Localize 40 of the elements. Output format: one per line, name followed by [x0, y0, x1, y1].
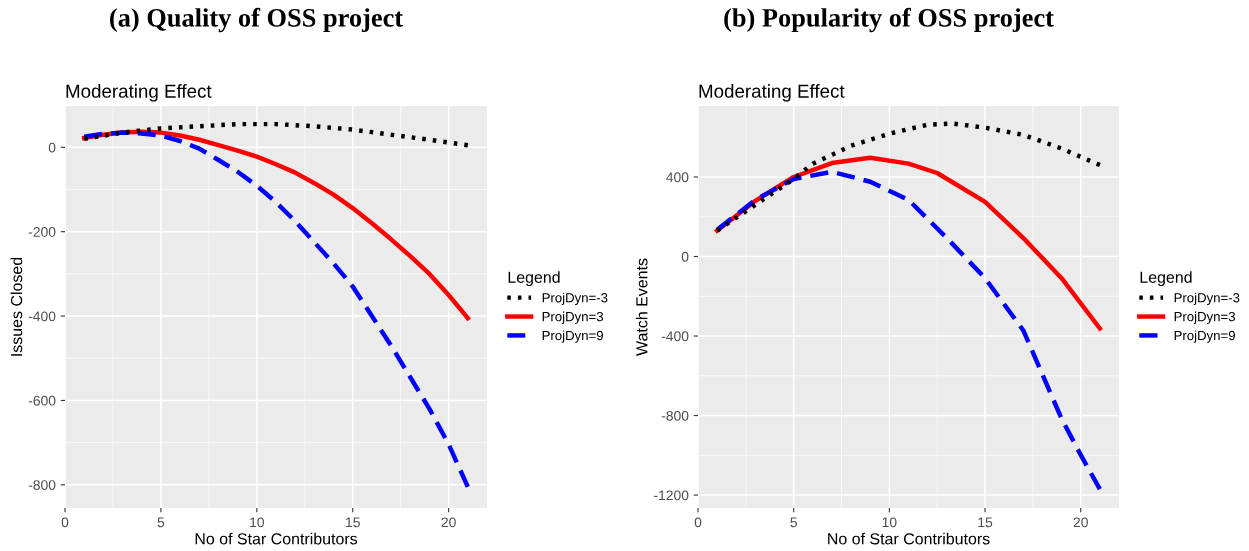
- y-tick-label: -800: [28, 480, 56, 490]
- chart-title: (a) Quality of OSS project: [110, 7, 403, 33]
- legend-label: ProjDyn=3: [542, 311, 604, 324]
- legend-title: Legend: [1140, 271, 1192, 287]
- y-axis-title: Watch Events: [635, 258, 648, 356]
- legend-label: ProjDyn=9: [542, 330, 603, 343]
- line-series: [714, 169, 1103, 492]
- x-tick-label: 5: [790, 517, 797, 528]
- x-tick-label: 20: [1073, 517, 1088, 528]
- y-tick-label: -400: [661, 331, 689, 342]
- y-tick-label: -200: [28, 227, 56, 237]
- x-axis-title: No of Star Contributors: [828, 532, 990, 545]
- chart-subtitle: Moderating Effect: [66, 84, 212, 102]
- x-tick-label: 0: [694, 517, 702, 528]
- y-tick-label: -800: [661, 410, 689, 421]
- line-series: [81, 121, 471, 148]
- y-tick-label: 0: [681, 251, 689, 262]
- x-tick-label: 10: [250, 517, 264, 528]
- x-tick-label: 10: [882, 517, 897, 528]
- y-axis-title: Issues Closed: [10, 257, 23, 356]
- x-tick-label: 20: [441, 517, 456, 528]
- legend-label: ProjDyn=-3: [542, 292, 608, 305]
- legend-title: Legend: [508, 271, 560, 287]
- y-tick-label: -600: [28, 395, 56, 406]
- y-tick-label: -400: [28, 311, 56, 322]
- y-tick-label: 0: [48, 142, 56, 153]
- line-series: [81, 130, 471, 490]
- y-tick-label: 400: [666, 172, 689, 183]
- y-tick-label: -1200: [654, 490, 689, 501]
- chart-subtitle: Moderating Effect: [699, 84, 845, 102]
- chart-title: (b) Popularity of OSS project: [724, 7, 1054, 33]
- x-tick-label: 15: [346, 517, 360, 528]
- legend-label: ProjDyn=3: [1174, 311, 1235, 324]
- legend-label: ProjDyn=9: [1174, 330, 1235, 343]
- x-tick-label: 15: [978, 517, 993, 528]
- x-tick-label: 0: [61, 517, 69, 528]
- line-series: [714, 121, 1103, 233]
- x-tick-label: 5: [157, 517, 165, 528]
- legend-label: ProjDyn=-3: [1174, 292, 1240, 305]
- x-axis-title: No of Star Contributors: [195, 532, 358, 545]
